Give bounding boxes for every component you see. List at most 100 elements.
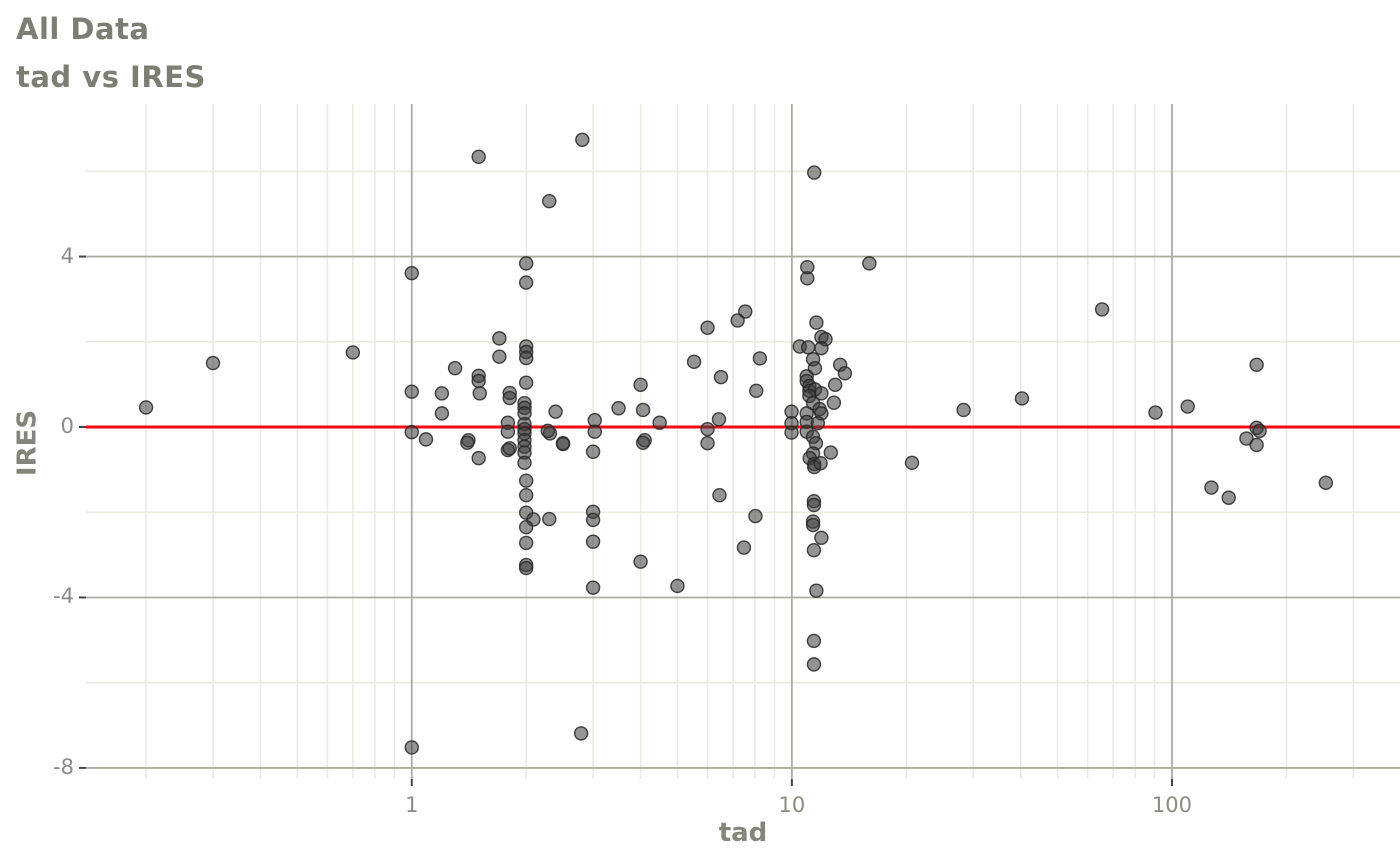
data-point xyxy=(784,425,799,440)
data-point xyxy=(492,349,507,364)
data-point xyxy=(1239,431,1254,446)
data-point xyxy=(807,165,822,180)
data-point xyxy=(460,435,475,450)
data-point xyxy=(471,149,486,165)
data-point xyxy=(540,423,556,439)
data-point xyxy=(404,740,419,755)
data-point xyxy=(633,377,648,393)
data-point xyxy=(826,395,842,410)
data-point xyxy=(712,487,727,503)
data-point xyxy=(806,657,822,672)
data-point xyxy=(809,315,824,330)
data-point xyxy=(447,361,463,376)
y-tick-label: -8 xyxy=(53,754,74,779)
data-point xyxy=(1221,490,1236,505)
data-point xyxy=(1252,423,1267,439)
data-point xyxy=(810,415,825,431)
data-point xyxy=(587,424,602,439)
data-point xyxy=(813,456,828,471)
data-point xyxy=(542,511,557,527)
data-point xyxy=(1180,399,1195,414)
data-point xyxy=(138,400,154,415)
data-point xyxy=(472,386,487,401)
data-point xyxy=(837,366,853,381)
data-point xyxy=(823,445,839,460)
data-point xyxy=(956,402,971,418)
data-point xyxy=(633,554,648,569)
data-point xyxy=(800,271,815,286)
data-point xyxy=(518,256,534,271)
data-point xyxy=(548,404,563,419)
y-tick-label: 0 xyxy=(60,414,74,438)
data-point xyxy=(502,441,517,456)
data-point xyxy=(434,386,450,401)
data-point xyxy=(502,390,517,406)
data-point xyxy=(806,497,822,513)
data-point xyxy=(471,373,486,389)
x-axis-title: tad xyxy=(718,818,768,848)
data-point xyxy=(752,351,768,366)
data-point xyxy=(404,265,419,281)
y-axis-title: IRES xyxy=(12,409,43,477)
chart-title: All Data xyxy=(16,12,150,46)
data-point xyxy=(518,375,534,390)
data-point xyxy=(418,432,434,447)
data-point xyxy=(518,519,534,535)
data-point xyxy=(611,401,626,416)
data-point xyxy=(827,377,843,393)
data-point xyxy=(585,444,601,459)
x-tick-label: 100 xyxy=(1151,793,1193,817)
data-point xyxy=(904,455,920,471)
data-point xyxy=(711,412,727,427)
y-tick-label: -4 xyxy=(53,584,74,609)
data-point xyxy=(492,331,507,346)
data-point xyxy=(518,535,534,551)
data-point xyxy=(749,383,764,398)
data-point xyxy=(518,350,534,366)
data-point xyxy=(205,355,221,371)
data-point xyxy=(518,473,534,488)
data-point xyxy=(542,193,557,209)
data-point xyxy=(585,534,601,549)
data-point xyxy=(635,435,651,450)
data-point xyxy=(814,340,829,356)
chart-subtitle: tad vs IRES xyxy=(16,60,206,94)
data-point xyxy=(686,354,702,370)
data-point xyxy=(345,345,361,360)
y-tick-label: 4 xyxy=(60,243,74,268)
data-point xyxy=(806,542,822,558)
data-point xyxy=(500,424,516,439)
data-point xyxy=(1249,437,1264,453)
data-point xyxy=(404,424,419,440)
x-tick-label: 1 xyxy=(405,793,419,817)
data-point xyxy=(518,560,534,576)
data-point xyxy=(518,487,534,503)
x-tick-label: 10 xyxy=(778,793,806,817)
data-point xyxy=(575,132,590,147)
data-point xyxy=(518,275,534,290)
data-point xyxy=(748,508,763,524)
data-point xyxy=(1249,357,1264,372)
data-point xyxy=(555,436,571,452)
data-point xyxy=(1148,405,1163,420)
data-point xyxy=(713,369,729,385)
data-point xyxy=(806,633,822,649)
data-point xyxy=(517,455,532,471)
data-point xyxy=(652,415,667,430)
data-point xyxy=(800,340,816,355)
data-point xyxy=(404,384,419,399)
data-point xyxy=(434,406,450,421)
data-point xyxy=(1204,480,1219,495)
data-point xyxy=(700,436,715,451)
data-point xyxy=(805,517,821,533)
data-point xyxy=(585,512,601,528)
data-point xyxy=(471,450,486,466)
data-point xyxy=(670,578,685,594)
data-point xyxy=(585,580,601,595)
data-point xyxy=(1014,391,1030,406)
data-point xyxy=(1094,302,1110,317)
data-point xyxy=(862,256,877,271)
data-point xyxy=(573,726,589,741)
